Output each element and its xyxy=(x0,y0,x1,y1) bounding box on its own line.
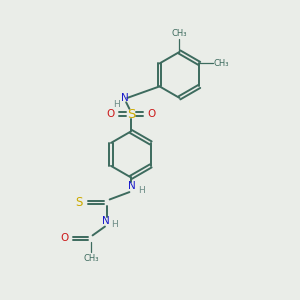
Text: H: H xyxy=(138,185,145,194)
Text: N: N xyxy=(102,216,110,226)
Text: O: O xyxy=(147,109,156,119)
Text: H: H xyxy=(113,100,120,109)
Text: CH₃: CH₃ xyxy=(213,59,229,68)
Text: H: H xyxy=(111,220,118,229)
Text: O: O xyxy=(106,109,114,119)
Text: N: N xyxy=(128,181,136,191)
Text: CH₃: CH₃ xyxy=(83,254,99,263)
Text: O: O xyxy=(60,233,68,243)
Text: S: S xyxy=(75,196,82,209)
Text: S: S xyxy=(127,108,135,121)
Text: CH₃: CH₃ xyxy=(172,29,187,38)
Text: N: N xyxy=(121,93,128,103)
